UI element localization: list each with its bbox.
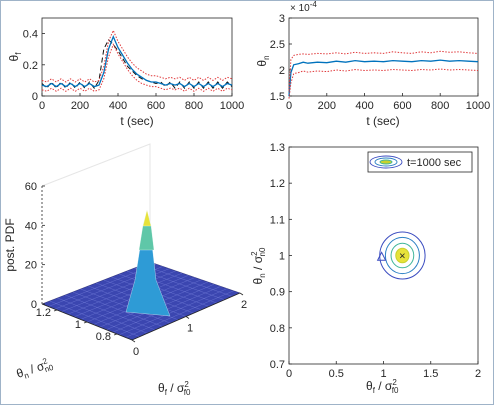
surface-xtick-1: [185, 316, 190, 319]
panel-theta-n-exponent: × 10-4: [290, 0, 317, 14]
theta-f-ytick-label-1: 0.2: [23, 60, 38, 72]
contour-ring-2: [390, 242, 415, 269]
surface-mesh-line-b-13: [125, 290, 234, 338]
panel-theta-n-lines: [288, 50, 479, 99]
surface-xlabel: θf / σ2 f0: [158, 380, 191, 397]
theta-n-xtick-label-1: 200: [318, 100, 336, 112]
contour-ytick-label-5: 1.2: [270, 178, 285, 190]
theta-f-xtick-label-0: 0: [39, 100, 45, 112]
theta-f-series-0: [41, 38, 233, 90]
contour-xtick-label-3: 1.5: [423, 368, 438, 380]
theta-f-ytick-label-0: 0: [32, 91, 38, 103]
contour-xtick-label-2: 1: [380, 368, 386, 380]
theta-n-xtick-label-0: 0: [286, 100, 292, 112]
contour-ring-3: [395, 247, 410, 264]
theta-f-series-1: [41, 34, 233, 88]
theta-n-series-2: [288, 68, 479, 99]
panel-theta-n-xlabel: t (sec): [366, 114, 399, 128]
contour-xtick-label-1: 0.5: [329, 368, 344, 380]
theta-n-xtick-label-3: 600: [393, 100, 411, 112]
surface-mesh-line-b-12: [119, 288, 228, 336]
theta-n-ytick-label-2: 2.5: [270, 39, 285, 51]
contour-marker-cross: ×: [399, 251, 405, 263]
surface-xtick-0: [131, 339, 136, 343]
surface-peak-top: [142, 209, 152, 227]
contour-marker-triangle: [376, 251, 387, 261]
contour-ring-1: [384, 236, 420, 275]
theta-n-series-0: [288, 59, 479, 97]
theta-f-series-2: [41, 29, 233, 83]
theta-n-series-1: [288, 50, 479, 91]
legend-ring-3: [379, 159, 393, 165]
surface-mesh-line-a-13: [142, 264, 233, 297]
panel-theta-f: 0 200 400 600 800 1000 0 0.2 0.4 t (sec) θf: [7, 17, 244, 128]
theta-n-xtick-label-5: 1000: [466, 100, 490, 112]
theta-f-series-3: [41, 43, 233, 92]
contour-ylabel: θn / σ2n0: [250, 247, 267, 284]
surface-ztick-label-3: 60: [25, 181, 37, 193]
theta-n-ytick-label-3: 3: [279, 13, 285, 25]
contour-ytick-label-6: 1.3: [270, 142, 285, 154]
panel-theta-f-ylabel: θf: [7, 52, 23, 62]
surface-zlabel: post. PDF: [3, 218, 17, 271]
panel-theta-f-xticks: 0 200 400 600 800 1000: [39, 93, 244, 112]
surface-ytick-0: [113, 333, 118, 336]
panel-theta-f-lines: [41, 29, 233, 92]
surface-ztick-label-0: 0: [31, 299, 37, 311]
contour-legend: t=1000 sec: [367, 151, 473, 173]
surface-xtick-label-0: 0: [133, 346, 139, 358]
theta-n-ytick-label-0: 1.5: [270, 91, 285, 103]
contour-ytick-label-0: 0.7: [270, 359, 285, 371]
surface-zticks: 0 20 40 60: [25, 181, 45, 311]
surface-ztick-label-1: 20: [25, 260, 37, 272]
surface-yticks: 0.8 1 1.2: [36, 307, 118, 343]
contour-ytick-label-4: 1.1: [270, 214, 285, 226]
panel-contour-markers: ×: [376, 251, 406, 263]
theta-n-ytick-label-1: 2: [279, 65, 285, 77]
contour-xtick-label-0: 0: [286, 368, 292, 380]
contour-ytick-label-1: 0.8: [270, 323, 285, 335]
surface-ytick-label-1: 1: [75, 319, 81, 331]
surface-ztick-label-2: 40: [25, 220, 37, 232]
surface-ytick-label-0: 0.8: [96, 331, 111, 343]
theta-f-xtick-label-5: 1000: [220, 100, 244, 112]
surface-xtick-label-1: 1: [187, 323, 193, 335]
panel-theta-n-axes: [288, 17, 479, 97]
theta-n-xtick-label-4: 800: [431, 100, 449, 112]
legend-ring-2: [374, 157, 398, 167]
surface-ylabel: θn / σ2n0: [14, 355, 55, 383]
legend-ring-1: [369, 155, 403, 169]
panel-contour: 0 0.5 1 1.5 2 0.7 0.8 0.9 1 1.1 1.2 1.3 × t=1000 s…: [250, 142, 481, 395]
contour-ytick-label-3: 1: [279, 251, 285, 263]
surface-xtick-label-2: 2: [241, 299, 247, 311]
panel-theta-f-axes: [41, 17, 233, 97]
panel-theta-n-ylabel: θn: [255, 55, 271, 66]
panel-theta-f-yticks: 0 0.2 0.4: [23, 29, 45, 103]
surface-ytick-2: [53, 309, 58, 312]
contour-legend-label: t=1000 sec: [407, 157, 462, 169]
contour-xtick-label-4: 2: [475, 368, 481, 380]
surface-mesh-line-a-10: [119, 273, 210, 307]
theta-f-xtick-label-3: 600: [147, 100, 165, 112]
theta-f-xtick-label-1: 200: [71, 100, 89, 112]
panel-contour-yticks: 0.7 0.8 0.9 1 1.1 1.2 1.3: [270, 142, 292, 371]
surface-xticks: 0 1 2: [131, 292, 247, 358]
panel-theta-f-xlabel: t (sec): [120, 114, 153, 128]
theta-n-xtick-label-2: 400: [355, 100, 373, 112]
contour-xlabel: θf / σ2 f0: [366, 378, 399, 395]
panel-contour-xticks: 0 0.5 1 1.5 2: [286, 361, 481, 380]
panel-theta-n-xticks: 0 200 400 600 800 1000: [286, 93, 490, 112]
surface-ytick-label-2: 1.2: [36, 307, 51, 319]
surface-xtick-2: [239, 292, 244, 296]
panel-theta-n: 0 200 400 600 800 1000 1.5 2 2.5 3 t (sec) θn × …: [255, 0, 490, 128]
theta-f-xtick-label-2: 400: [109, 100, 127, 112]
theta-f-xtick-label-4: 800: [185, 100, 203, 112]
contour-ytick-label-2: 0.9: [270, 287, 285, 299]
surface-ytick-1: [83, 321, 88, 324]
theta-f-ytick-label-2: 0.4: [23, 29, 38, 41]
